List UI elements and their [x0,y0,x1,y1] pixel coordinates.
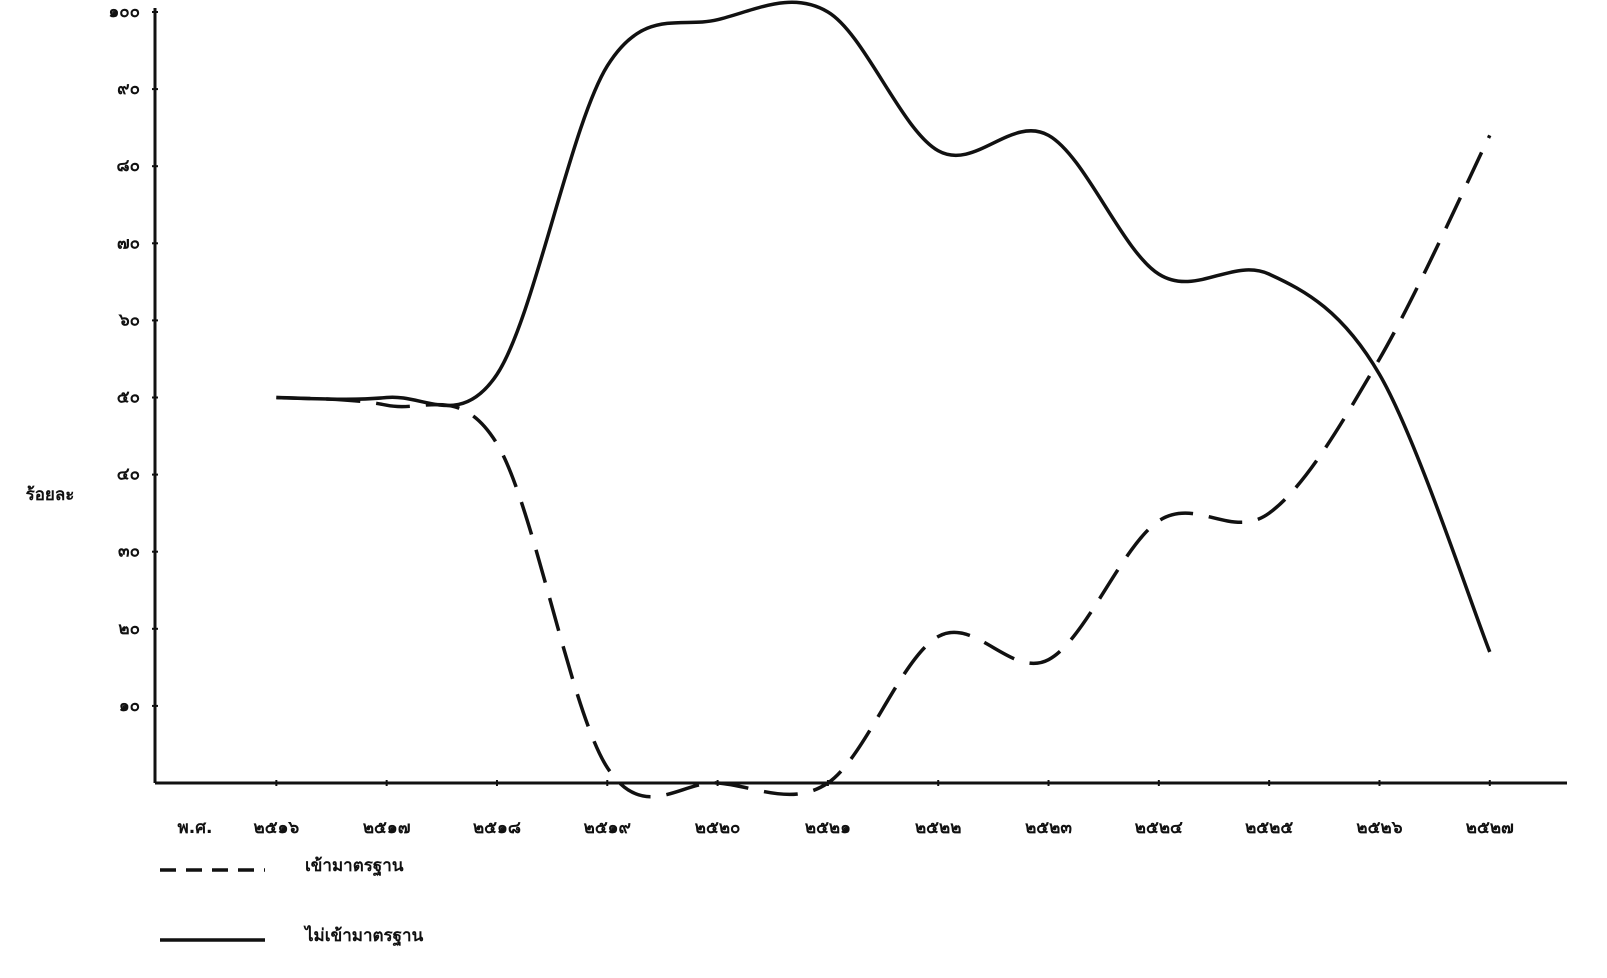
line-series [276,2,1489,652]
y-tick-label: ๓๐ [118,542,140,562]
x-tick-label: ๒๕๒๔ [1135,818,1183,838]
y-tick-label: ๑๐ [119,696,140,716]
y-tick-label: ๕๐ [117,388,140,408]
legend-label: เข้ามาตรฐาน [305,856,404,877]
x-tick-label: ๒๕๑๖ [254,818,300,838]
x-tick-label: ๒๕๒๗ [1466,818,1514,838]
page: ร้อยละ พ.ศ. ๑๐ ๒๐ ๓๐ ๔๐ ๕๐ ๖๐ ๗๐ ๘๐ ๙๐ ๑๐๐๒๕๑๖ ๒๕๑… [0,0,1607,978]
x-tick-label: ๒๕๒๖ [1356,818,1402,838]
x-tick-label: ๒๕๒๒ [915,818,961,838]
y-tick-label: ๔๐ [117,465,140,485]
x-axis-label: พ.ศ. [178,818,213,838]
x-tick-label: ๒๕๑๗ [363,818,411,838]
x-tick-label: ๒๕๑๙ [584,818,631,838]
legend-label: ไม่เข้ามาตรฐาน [303,925,424,947]
y-tick-label: ๑๐๐ [108,2,140,22]
chart: ร้อยละ พ.ศ. ๑๐ ๒๐ ๓๐ ๔๐ ๕๐ ๖๐ ๗๐ ๘๐ ๙๐ ๑๐๐๒๕๑๖ ๒๕๑… [0,0,1607,978]
x-tick-label: ๒๕๒๕ [1245,818,1293,838]
y-tick-label: ๘๐ [117,156,141,176]
y-axis-label: ร้อยละ [26,485,75,505]
y-tick-label: ๙๐ [117,79,140,99]
line-series [276,135,1489,796]
y-tick-label: ๒๐ [118,619,140,639]
x-tick-label: ๒๕๒๐ [695,818,741,838]
y-tick-label: ๖๐ [118,310,140,330]
y-tick-label: ๗๐ [117,233,140,253]
x-tick-label: ๒๕๒๓ [1025,818,1072,838]
x-tick-label: ๒๕๒๑ [805,818,851,838]
x-tick-label: ๒๕๑๘ [473,818,521,838]
